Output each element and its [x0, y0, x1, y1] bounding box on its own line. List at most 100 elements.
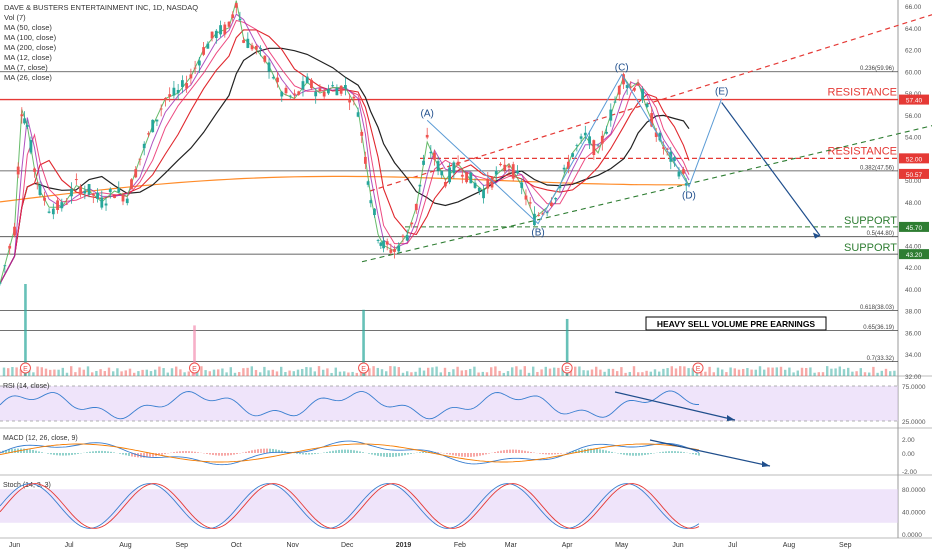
volume-bar [225, 372, 228, 376]
candle-body [0, 282, 2, 284]
volume-bar [540, 369, 543, 376]
candle-body [65, 203, 69, 205]
candle-body [456, 161, 460, 166]
macd-histogram-bar [359, 451, 361, 453]
macd-histogram-bar [281, 450, 283, 453]
price-tag [899, 94, 929, 105]
candle-body [70, 188, 73, 197]
volume-bar [763, 369, 766, 376]
volume-bar [746, 368, 749, 376]
macd-histogram-bar [107, 451, 109, 453]
volume-bar [876, 372, 879, 376]
macd-histogram-bar [407, 453, 409, 455]
volume-bar [490, 367, 493, 376]
candle-body [318, 88, 322, 92]
volume-bar [599, 369, 602, 376]
macd-histogram-bar [554, 453, 556, 455]
legend-ma26: MA (26, close) [4, 73, 52, 82]
volume-bar [884, 368, 888, 376]
y-tick-label: 42.00 [905, 265, 922, 272]
volume-bar [716, 367, 720, 376]
volume-bar [313, 371, 316, 376]
volume-bar [784, 369, 787, 376]
candle-body [159, 108, 163, 110]
candle-body [665, 148, 669, 150]
candle-body [452, 162, 456, 174]
macd-histogram-bar [224, 453, 226, 456]
y-tick-label: 54.00 [905, 135, 922, 142]
macd-histogram-bar [623, 453, 625, 455]
y-tick-label: 32.00 [905, 374, 922, 381]
price-tag-label: 45.70 [906, 225, 923, 232]
ma26-line [0, 19, 690, 284]
volume-bar [767, 367, 770, 376]
macd-histogram-bar [422, 451, 424, 453]
candle-body [662, 147, 665, 149]
volume-bar [842, 369, 846, 376]
volume-bar [813, 372, 816, 376]
volume-bar [859, 368, 862, 376]
x-tick-label: Aug [783, 542, 796, 549]
macd-histogram-bar [593, 448, 595, 453]
volume-bar [7, 368, 10, 376]
earnings-marker [19, 362, 31, 374]
macd-histogram-bar [62, 453, 64, 456]
candle-body [38, 185, 42, 195]
volume-bar [124, 370, 127, 376]
volume-bar [439, 372, 442, 376]
candle-body [189, 74, 193, 79]
volume-bar [733, 368, 736, 376]
price-tag [899, 221, 929, 232]
candle-body [134, 169, 138, 178]
volume-bar [242, 368, 245, 376]
macd-histogram-bar [89, 451, 91, 453]
volume-bar [170, 368, 174, 376]
y-tick-label: 56.00 [905, 113, 922, 120]
earnings-marker-label: E [696, 366, 701, 373]
volume-bar [775, 367, 778, 376]
macd-histogram-bar [587, 448, 589, 453]
macd-histogram-bar [104, 451, 106, 453]
x-tick-label: Nov [286, 542, 299, 549]
macd-histogram-bar [266, 448, 268, 453]
macd-histogram-bar [503, 450, 505, 453]
macd-histogram-bar [275, 449, 277, 453]
volume-bar [595, 366, 598, 376]
macd-histogram-bar [278, 449, 280, 453]
candle-body [301, 81, 305, 90]
volume-bar [292, 371, 295, 376]
resistance-label: RESISTANCE [828, 87, 897, 99]
macd-histogram-bar [332, 450, 334, 453]
candle-body [185, 83, 189, 89]
volume-bar [880, 370, 883, 376]
volume-bar [662, 368, 665, 376]
candle-body [579, 136, 583, 139]
volume-bar [74, 372, 77, 376]
volume-bar [826, 366, 829, 376]
candle-body [164, 98, 167, 100]
macd-histogram-bar [206, 453, 208, 454]
x-tick-label: Aug [119, 542, 132, 549]
candle-body [592, 140, 596, 156]
y-tick-label: 36.00 [905, 330, 922, 337]
volume-bar [477, 372, 480, 376]
volume-bar [267, 370, 270, 376]
volume-bar [523, 366, 526, 376]
rsi-title: RSI (14, close) [3, 383, 49, 390]
candle-body [288, 95, 292, 97]
macd-histogram-bar [371, 453, 373, 455]
macd-histogram-bar [596, 448, 598, 453]
volume-bar [674, 368, 678, 376]
price-tag-label: 57.40 [906, 98, 923, 105]
macd-histogram-bar [545, 453, 547, 455]
macd-histogram-bar [119, 453, 121, 454]
candle-body [242, 40, 245, 43]
volume-bar [519, 369, 522, 376]
candle-body [267, 62, 271, 72]
candle-body [335, 87, 339, 96]
candle-body [528, 202, 532, 204]
price-tag-label: 50.57 [906, 172, 923, 179]
candle-body [550, 202, 553, 207]
y-tick-label: 62.00 [905, 48, 922, 55]
